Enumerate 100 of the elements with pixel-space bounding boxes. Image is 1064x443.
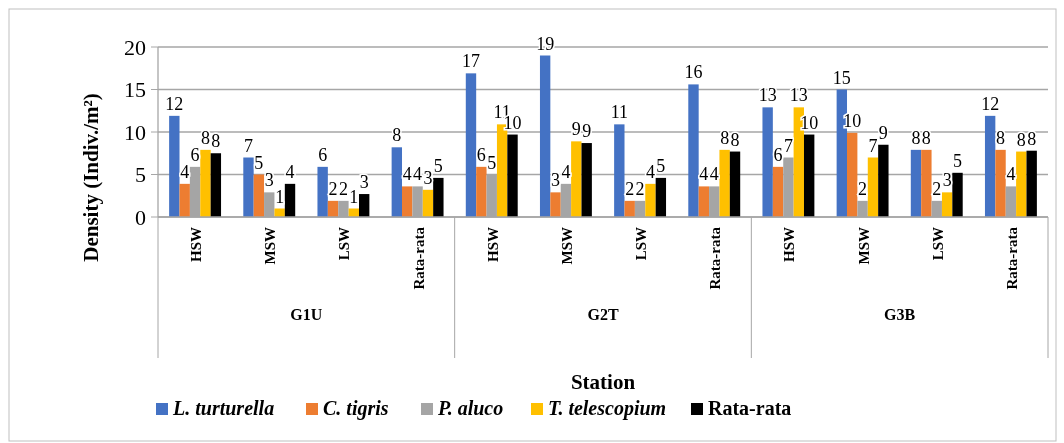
data-label: 9 bbox=[571, 119, 581, 140]
legend-label: T. telescopium bbox=[548, 397, 667, 420]
y-tick-label: 5 bbox=[135, 162, 146, 188]
data-label: 2 bbox=[328, 178, 338, 199]
data-label: 8 bbox=[921, 127, 931, 148]
bar bbox=[422, 189, 434, 217]
data-label: 2 bbox=[932, 178, 942, 199]
data-label: 7 bbox=[243, 135, 253, 156]
bar bbox=[1026, 150, 1037, 217]
data-label: 3 bbox=[942, 170, 952, 191]
data-label: 8 bbox=[911, 127, 921, 148]
data-label: 5 bbox=[487, 152, 497, 173]
data-label: 6 bbox=[318, 144, 328, 165]
y-axis-title: Density (Indiv./m²) bbox=[79, 93, 103, 262]
bar bbox=[688, 84, 699, 217]
data-label: 15 bbox=[832, 67, 851, 88]
data-label: 13 bbox=[789, 85, 808, 106]
bar bbox=[539, 55, 551, 217]
data-label: 2 bbox=[635, 178, 645, 199]
bar bbox=[698, 186, 710, 217]
text: G1U bbox=[290, 306, 323, 323]
bar bbox=[995, 149, 1006, 217]
data-label: 12 bbox=[165, 93, 184, 114]
data-label: 2 bbox=[338, 178, 348, 199]
data-label: 8 bbox=[1027, 128, 1037, 149]
bar bbox=[984, 115, 996, 217]
bar bbox=[910, 149, 922, 217]
data-label: 2 bbox=[625, 178, 635, 199]
data-label: 8 bbox=[392, 125, 402, 146]
bar bbox=[433, 177, 444, 217]
y-tick-label: 20 bbox=[124, 34, 146, 60]
bar bbox=[941, 192, 953, 217]
data-label: 8 bbox=[720, 127, 730, 148]
x-tick-label: Rata-rata bbox=[410, 226, 427, 290]
bar bbox=[391, 147, 403, 217]
data-label: 3 bbox=[359, 172, 369, 193]
data-label: 11 bbox=[610, 102, 628, 123]
x-tick-label: Rata-rata bbox=[1003, 226, 1020, 290]
text: G2T bbox=[587, 306, 619, 323]
bar bbox=[614, 124, 625, 217]
y-tick-label: 15 bbox=[124, 77, 146, 103]
bar bbox=[200, 149, 211, 217]
data-label: 9 bbox=[582, 121, 592, 142]
data-label: 6 bbox=[476, 144, 486, 165]
x-tick-label: Rata-rata bbox=[707, 226, 724, 290]
bar bbox=[402, 186, 413, 217]
bar bbox=[571, 141, 582, 217]
bar bbox=[847, 132, 858, 217]
bar bbox=[867, 157, 879, 217]
data-label: 3 bbox=[264, 170, 274, 191]
x-axis-title: Station bbox=[570, 370, 636, 394]
legend-label: Rata-rata bbox=[708, 397, 792, 419]
data-label: 5 bbox=[953, 150, 963, 171]
x-tick-label: MSW bbox=[262, 227, 279, 265]
bar bbox=[507, 134, 518, 217]
data-label: 4 bbox=[699, 164, 709, 185]
bar bbox=[550, 192, 561, 217]
bar bbox=[317, 166, 328, 217]
data-label: 8 bbox=[1016, 129, 1026, 150]
data-label: 5 bbox=[433, 155, 443, 176]
x-tick-label: LSW bbox=[929, 227, 946, 261]
data-label: 8 bbox=[996, 127, 1006, 148]
bar bbox=[772, 166, 784, 217]
text: G3B bbox=[884, 306, 916, 323]
data-label: 19 bbox=[536, 33, 555, 54]
data-label: 9 bbox=[878, 122, 888, 143]
data-label: 7 bbox=[783, 135, 793, 156]
data-label: 8 bbox=[200, 127, 210, 148]
data-label: 6 bbox=[773, 144, 783, 165]
data-label: 4 bbox=[180, 161, 190, 182]
bar bbox=[952, 172, 963, 217]
data-label: 3 bbox=[423, 167, 433, 188]
data-label: 4 bbox=[285, 161, 295, 182]
data-label: 4 bbox=[413, 164, 423, 185]
data-label: 5 bbox=[656, 155, 666, 176]
legend-label: C. tigris bbox=[323, 397, 389, 420]
data-label: 8 bbox=[730, 129, 740, 150]
x-tick-label: HSW bbox=[781, 227, 798, 263]
data-label: 17 bbox=[461, 51, 480, 72]
data-label: 4 bbox=[402, 164, 412, 185]
bar bbox=[719, 149, 730, 217]
bar bbox=[645, 183, 656, 217]
data-label: 4 bbox=[561, 161, 571, 182]
y-tick-label: 10 bbox=[124, 119, 146, 145]
x-tick-label: LSW bbox=[633, 227, 650, 261]
data-label: 16 bbox=[684, 62, 703, 83]
x-tick-label: HSW bbox=[484, 227, 501, 263]
data-label: 8 bbox=[211, 131, 221, 152]
x-tick-label: HSW bbox=[188, 227, 205, 263]
data-label: 4 bbox=[709, 164, 719, 185]
data-label: 4 bbox=[645, 161, 655, 182]
x-tick-label: MSW bbox=[558, 227, 575, 265]
x-tick-label: LSW bbox=[336, 227, 353, 261]
bar bbox=[284, 183, 296, 217]
bar bbox=[253, 174, 265, 217]
legend-label: P. aluco bbox=[437, 397, 504, 419]
bar bbox=[921, 149, 932, 217]
data-label: 1 bbox=[349, 186, 359, 207]
bar bbox=[169, 115, 180, 217]
bar bbox=[1016, 151, 1027, 217]
